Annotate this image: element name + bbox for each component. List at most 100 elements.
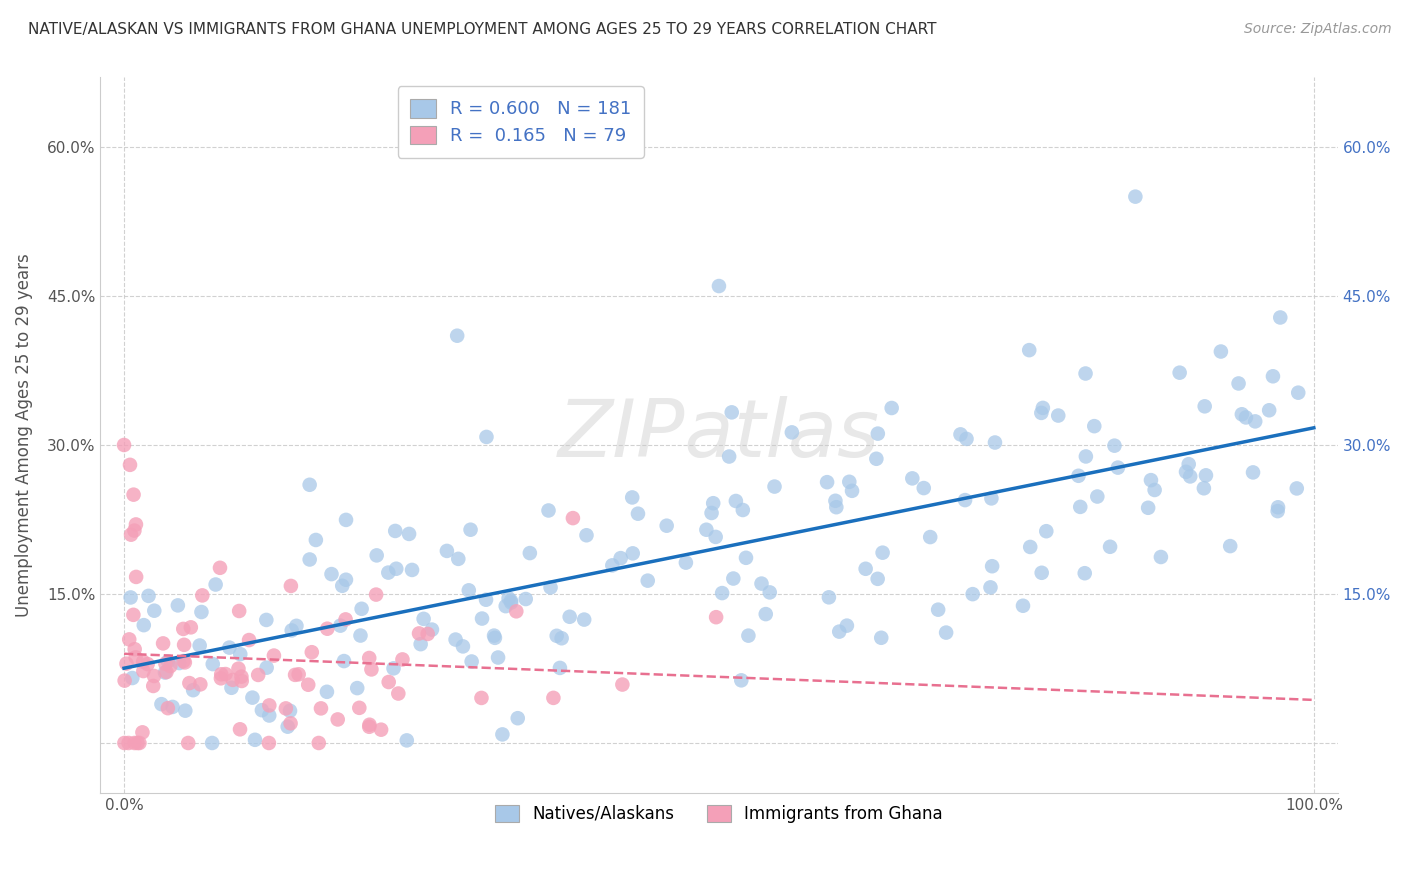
Point bbox=[228, 604, 250, 618]
Point bbox=[173, 656, 195, 670]
Point bbox=[297, 678, 319, 692]
Point bbox=[127, 736, 149, 750]
Point bbox=[704, 530, 727, 544]
Point bbox=[124, 642, 146, 657]
Point bbox=[169, 656, 191, 670]
Point bbox=[124, 650, 146, 665]
Point bbox=[112, 438, 135, 452]
Point bbox=[866, 426, 889, 441]
Point bbox=[231, 670, 253, 684]
Point bbox=[901, 471, 924, 485]
Text: NATIVE/ALASKAN VS IMMIGRANTS FROM GHANA UNEMPLOYMENT AMONG AGES 25 TO 29 YEARS C: NATIVE/ALASKAN VS IMMIGRANTS FROM GHANA … bbox=[28, 22, 936, 37]
Point bbox=[824, 493, 846, 508]
Point bbox=[395, 733, 418, 747]
Point bbox=[838, 475, 860, 489]
Point bbox=[349, 628, 371, 642]
Point bbox=[229, 723, 252, 737]
Point bbox=[284, 668, 307, 682]
Point bbox=[1244, 414, 1267, 428]
Point bbox=[254, 613, 277, 627]
Point bbox=[612, 677, 634, 691]
Point bbox=[491, 727, 513, 741]
Point bbox=[329, 618, 352, 632]
Point bbox=[238, 633, 260, 648]
Point bbox=[621, 491, 644, 505]
Point bbox=[316, 622, 339, 636]
Point bbox=[280, 579, 302, 593]
Point bbox=[1099, 540, 1122, 554]
Point bbox=[177, 736, 200, 750]
Point bbox=[277, 720, 299, 734]
Point bbox=[118, 458, 141, 472]
Point bbox=[758, 585, 780, 599]
Point bbox=[841, 483, 863, 498]
Point bbox=[136, 657, 159, 672]
Point bbox=[124, 736, 146, 750]
Point bbox=[460, 655, 482, 669]
Point bbox=[359, 720, 381, 734]
Point bbox=[118, 632, 141, 647]
Point bbox=[1209, 344, 1232, 359]
Point bbox=[763, 479, 786, 493]
Point bbox=[1018, 343, 1040, 358]
Point bbox=[120, 591, 142, 605]
Point bbox=[335, 513, 357, 527]
Point bbox=[122, 488, 145, 502]
Point bbox=[475, 592, 498, 607]
Point bbox=[949, 427, 972, 442]
Point bbox=[1267, 500, 1289, 515]
Point bbox=[247, 668, 270, 682]
Point bbox=[349, 701, 371, 715]
Point bbox=[191, 588, 214, 602]
Point bbox=[1031, 566, 1053, 580]
Point bbox=[377, 566, 399, 580]
Point bbox=[117, 736, 139, 750]
Point bbox=[735, 550, 758, 565]
Point bbox=[263, 648, 285, 663]
Point bbox=[1085, 490, 1108, 504]
Point bbox=[121, 671, 143, 685]
Point bbox=[1175, 465, 1198, 479]
Point bbox=[412, 612, 434, 626]
Point bbox=[114, 673, 136, 688]
Point bbox=[550, 632, 572, 646]
Point bbox=[1285, 482, 1308, 496]
Point bbox=[221, 681, 243, 695]
Point bbox=[1230, 407, 1253, 421]
Point bbox=[387, 686, 409, 700]
Point bbox=[575, 528, 598, 542]
Point bbox=[131, 725, 153, 739]
Point bbox=[209, 667, 232, 681]
Point bbox=[1234, 410, 1257, 425]
Point bbox=[627, 507, 650, 521]
Point bbox=[159, 659, 181, 673]
Point bbox=[1150, 549, 1173, 564]
Point bbox=[228, 662, 250, 676]
Point bbox=[120, 527, 142, 541]
Point bbox=[408, 626, 430, 640]
Point bbox=[125, 517, 148, 532]
Point bbox=[912, 481, 935, 495]
Point bbox=[382, 661, 405, 675]
Point bbox=[401, 563, 423, 577]
Point bbox=[543, 690, 565, 705]
Text: Source: ZipAtlas.com: Source: ZipAtlas.com bbox=[1244, 22, 1392, 37]
Point bbox=[471, 611, 494, 625]
Point bbox=[335, 573, 357, 587]
Point bbox=[470, 690, 492, 705]
Point bbox=[124, 524, 146, 538]
Point bbox=[156, 654, 179, 668]
Point bbox=[143, 669, 166, 683]
Point bbox=[515, 592, 537, 607]
Point bbox=[548, 661, 571, 675]
Point bbox=[326, 713, 349, 727]
Point bbox=[259, 698, 281, 713]
Point bbox=[561, 511, 583, 525]
Point bbox=[305, 533, 328, 547]
Point bbox=[818, 591, 841, 605]
Point bbox=[285, 619, 308, 633]
Point bbox=[112, 736, 135, 750]
Point bbox=[720, 405, 742, 419]
Point bbox=[1143, 483, 1166, 497]
Point bbox=[142, 679, 165, 693]
